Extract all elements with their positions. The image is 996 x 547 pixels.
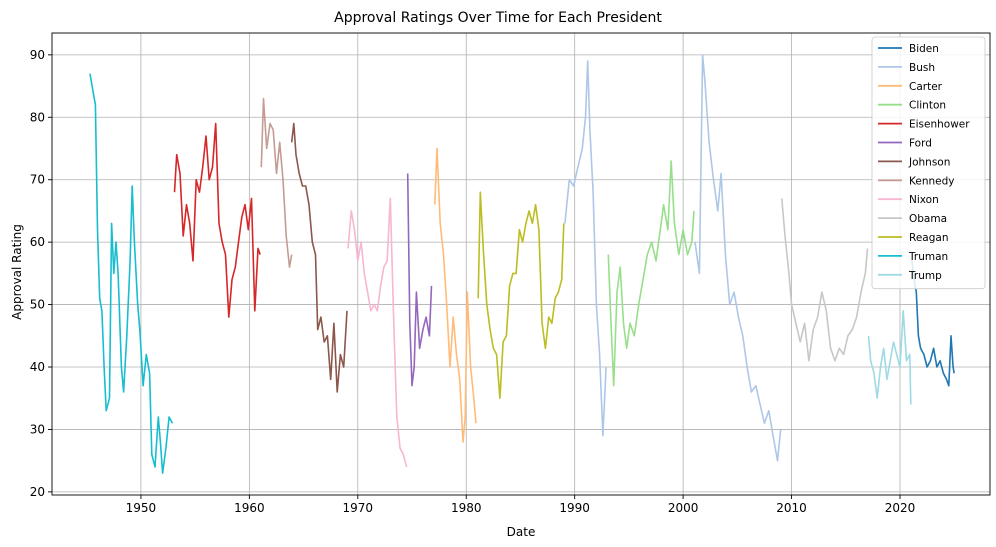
series-line-truman	[89, 73, 174, 474]
x-tick-label: 1950	[126, 501, 157, 515]
legend: Biden Bush Carter Clinton Eisenhower Ford John…	[871, 36, 986, 290]
legend-label: Ford	[909, 138, 932, 150]
legend-label: Bush	[909, 62, 935, 74]
y-tick-label: 80	[30, 110, 45, 124]
grid	[52, 33, 990, 495]
y-tick-label: 70	[30, 173, 45, 187]
legend-label: Clinton	[909, 100, 946, 112]
legend-label: Truman	[908, 251, 948, 263]
legend-label: Biden	[909, 43, 939, 55]
x-tick-label: 2010	[776, 501, 807, 515]
plot-frame	[51, 32, 991, 496]
x-tick-label: 1990	[559, 501, 590, 515]
legend-label: Trump	[908, 270, 942, 282]
x-tick-label: 1970	[343, 501, 374, 515]
series-group	[89, 54, 955, 474]
legend-box	[871, 36, 986, 290]
series-line-trump	[867, 310, 912, 405]
y-tick-label: 30	[30, 422, 45, 436]
x-tick-label: 1980	[451, 501, 482, 515]
series-line-carter	[434, 147, 477, 443]
legend-label: Nixon	[909, 194, 939, 206]
series-line-nixon	[347, 197, 408, 468]
chart-title: Approval Ratings Over Time for Each Pres…	[334, 10, 662, 26]
y-tick-label: 90	[30, 48, 45, 62]
legend-label: Johnson	[908, 156, 950, 168]
series-line-obama	[781, 198, 869, 362]
x-tick-label: 1960	[234, 501, 265, 515]
y-tick-label: 50	[30, 298, 45, 312]
series-line-bush	[564, 54, 782, 462]
x-axis-label: Date	[507, 525, 536, 539]
legend-label: Kennedy	[909, 175, 954, 187]
series-line-ford	[406, 173, 433, 387]
legend-label: Carter	[909, 81, 943, 93]
y-axis-label: Approval Rating	[10, 224, 24, 320]
y-tick-label: 60	[30, 235, 45, 249]
legend-label: Eisenhower	[909, 119, 970, 131]
series-line-johnson	[290, 122, 348, 393]
x-ticks: 1950 1960 1970 1980 1990 2000 2010 2020	[126, 495, 916, 515]
series-line-biden	[911, 260, 955, 387]
series-line-reagan	[477, 191, 565, 399]
legend-label: Obama	[909, 213, 947, 225]
y-tick-label: 20	[30, 485, 45, 499]
y-tick-label: 40	[30, 360, 45, 374]
series-line-eisenhower	[173, 122, 261, 318]
series-line-clinton	[607, 160, 695, 387]
x-tick-label: 2020	[885, 501, 916, 515]
legend-label: Reagan	[909, 232, 948, 244]
series-line-kennedy	[260, 97, 293, 268]
y-ticks: 20 30 40 50 60 70 80 90	[30, 48, 52, 499]
x-tick-label: 2000	[668, 501, 699, 515]
